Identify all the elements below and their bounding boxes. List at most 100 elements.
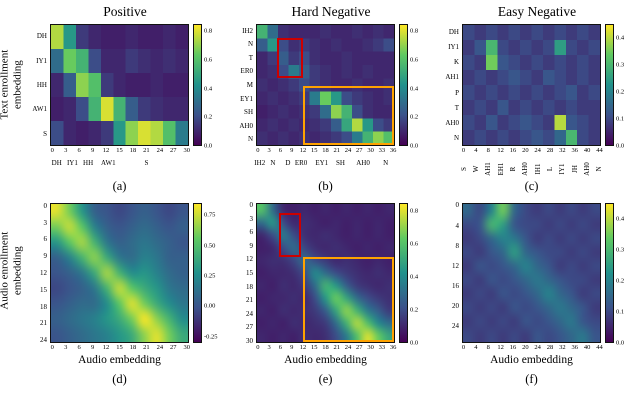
- x-tick-label: 0: [256, 344, 260, 351]
- y-tick-label: 16: [452, 281, 459, 290]
- colorbar-tick-labels: 0.4 0.3 0.2 0.1 0.0: [614, 24, 636, 149]
- x-tick-label: 36: [571, 147, 578, 154]
- x-axis-tick-labels: 0 3 6 9 12 15 18 21 24 27 30: [50, 146, 190, 157]
- x-tick-label: 24: [534, 147, 541, 154]
- x-phoneme-label: EH1: [496, 162, 505, 176]
- heatmap-canvas: [51, 25, 188, 145]
- x-tick-label: 40: [583, 344, 591, 351]
- x-tick-label: 28: [546, 344, 554, 351]
- x-phoneme-label: N: [595, 166, 604, 172]
- x-tick-label: 16: [509, 344, 517, 351]
- x-tick-label: 6: [278, 147, 283, 154]
- panel-b: Hard Negative IH2 N T ER0 M EY1 SH AH0 N 0.8 0.6 0…: [232, 4, 430, 197]
- subfigure-caption: (c): [524, 179, 539, 193]
- y-tick-label: 9: [43, 252, 48, 261]
- y-tick-label: 4: [455, 221, 460, 230]
- colorbar-tick-label: 0.75: [204, 211, 216, 219]
- colorbar-tick-label: 0.0: [616, 142, 625, 150]
- x-tick-label: 0: [461, 344, 466, 351]
- y-tick-label: AH0: [239, 121, 253, 130]
- colorbar-tick-label: 0.8: [410, 207, 419, 215]
- x-tick-label: 24: [156, 147, 164, 154]
- colorbar-tick-label: 0.8: [204, 27, 213, 35]
- colorbar-tick-label: 0.00: [204, 302, 216, 310]
- y-tick-label: 12: [246, 255, 253, 264]
- x-phoneme-label: D: [285, 159, 291, 167]
- x-tick-label: 21: [333, 344, 341, 351]
- colorbar: [193, 203, 202, 343]
- panel-c: Easy Negative DH IY1 K AH1 P T AH0 N 0.4 0.3 0.2 0…: [438, 4, 636, 197]
- x-axis-tick-labels: 0 4 8 12 16 20 24 28 32 36 40 44: [462, 146, 603, 157]
- heatmap-frame: [256, 24, 395, 146]
- colorbar-tick-label: 0.2: [616, 88, 625, 96]
- y-tick-label: 12: [452, 261, 459, 270]
- colorbar-tick-label: 0.3: [616, 61, 625, 69]
- y-tick-label: HH: [36, 81, 47, 89]
- y-tick-label: 3: [43, 218, 48, 227]
- y-tick-label: 6: [249, 228, 254, 237]
- x-tick-label: 18: [322, 344, 329, 351]
- panel-d: 0 3 6 9 12 15 18 21 24 0.75 0.50 0.25 0.00 -0.25 0 3 6…: [26, 201, 224, 390]
- y-tick-label: 12: [40, 269, 47, 277]
- column-title-hard-negative: Hard Negative: [291, 4, 371, 19]
- x-tick-label: 18: [129, 344, 137, 351]
- x-tick-label: 15: [116, 344, 123, 351]
- x-tick-label: 6: [278, 344, 283, 351]
- y-tick-label: 0: [43, 201, 48, 210]
- y-tick-label: IY1: [36, 56, 47, 65]
- x-phoneme-label: EY1: [315, 159, 329, 167]
- x-tick-label: 18: [322, 147, 329, 154]
- x-phoneme-label: DH: [51, 159, 62, 167]
- x-tick-label: 9: [290, 344, 294, 351]
- x-axis-title: Audio embedding: [284, 354, 367, 366]
- colorbar-tick-label: 0.0: [616, 339, 625, 347]
- x-phoneme-label: S: [144, 159, 149, 167]
- x-tick-label: 32: [559, 344, 566, 351]
- y-tick-label: 18: [246, 282, 253, 291]
- x-tick-label: 0: [256, 147, 260, 154]
- y-tick-label: 15: [246, 269, 253, 277]
- x-phoneme-label: IY1: [66, 159, 78, 167]
- colorbar-tick-label: 0.4: [410, 273, 419, 281]
- x-tick-label: 24: [534, 344, 541, 351]
- x-phoneme-label: SH: [336, 159, 345, 167]
- x-tick-label: 6: [77, 344, 81, 351]
- y-tick-label: 18: [40, 302, 47, 311]
- colorbar-tick-label: 0.50: [204, 242, 216, 250]
- y-tick-label: IH2: [242, 26, 253, 35]
- x-tick-label: 36: [389, 147, 397, 154]
- x-tick-label: 33: [378, 344, 386, 351]
- x-tick-label: 15: [116, 147, 123, 154]
- x-tick-label: 4: [474, 344, 478, 351]
- x-tick-label: 3: [64, 147, 68, 154]
- x-axis-phoneme-labels: S W AH1 EH1 R AH0 IH1 L IY1 JH AH0 N: [459, 157, 604, 177]
- colorbar-tick-label: 0.4: [204, 85, 213, 93]
- y-tick-label: DH: [448, 27, 459, 36]
- y-tick-label: N: [247, 40, 253, 49]
- x-phoneme-label: W: [471, 165, 480, 173]
- x-tick-label: 24: [344, 147, 352, 154]
- x-tick-label: 12: [299, 147, 307, 154]
- x-tick-label: 27: [170, 344, 177, 351]
- x-axis-tick-labels: 0 3 6 9 12 15 18 21 24 27 30 33 36: [256, 146, 397, 157]
- y-tick-label: 24: [246, 309, 253, 318]
- colorbar-tick-label: -0.25: [204, 333, 218, 341]
- subfigure-caption: (f): [525, 372, 538, 386]
- colorbar: [399, 203, 408, 343]
- panel-f: 0 4 8 12 16 20 24 0.4 0.3 0.2 0.1 0.0 0 4 8 12 16 20 24 2…: [438, 201, 636, 390]
- y-axis-tick-labels: DH IY1 K AH1 P T AH0 N: [438, 24, 462, 146]
- x-phoneme-label: S: [459, 167, 468, 171]
- x-tick-label: 4: [474, 147, 478, 154]
- x-phoneme-label: N: [383, 159, 389, 167]
- x-tick-label: 40: [583, 147, 591, 154]
- x-tick-label: 44: [596, 344, 603, 351]
- colorbar-tick-label: 0.0: [410, 339, 419, 347]
- x-tick-label: 12: [497, 344, 504, 351]
- y-tick-label: 24: [452, 321, 459, 330]
- x-tick-label: 36: [389, 344, 397, 351]
- x-phoneme-label: JH: [570, 165, 579, 173]
- colorbar-tick-label: 0.2: [410, 113, 419, 121]
- x-tick-label: 20: [522, 147, 529, 154]
- heatmap-frame: [50, 203, 189, 343]
